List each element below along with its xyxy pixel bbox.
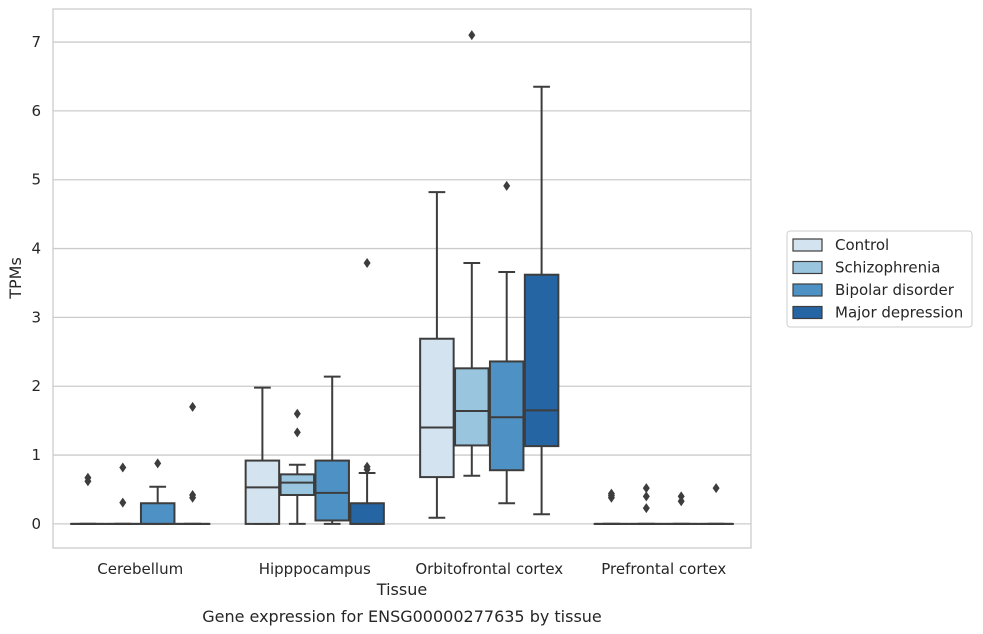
y-tick-label: 0 xyxy=(31,515,41,533)
outlier-point xyxy=(84,472,92,483)
box-iqr xyxy=(139,502,176,525)
outlier-point xyxy=(677,491,685,502)
y-tick-label: 3 xyxy=(31,308,41,326)
outlier-point xyxy=(363,461,371,472)
legend-item: Bipolar disorder xyxy=(792,281,955,299)
outlier-point xyxy=(293,408,301,419)
legend-swatch xyxy=(792,260,823,275)
outlier-point xyxy=(119,497,127,508)
outlier-point xyxy=(642,483,650,494)
box-group xyxy=(523,85,560,516)
outlier-point xyxy=(503,180,511,191)
box-group xyxy=(593,488,630,525)
x-tick-labels: Cerebellum Hipppocampus Orbitofrontal cort… xyxy=(97,560,726,578)
outlier-point xyxy=(154,458,162,469)
outlier-point xyxy=(119,462,127,473)
box-group xyxy=(70,472,106,525)
outlier-point xyxy=(189,489,197,500)
y-tick-label: 7 xyxy=(31,33,41,51)
box-group xyxy=(419,191,455,519)
x-axis-label: Tissue xyxy=(376,580,427,599)
box-iqr xyxy=(244,459,281,525)
legend-frame xyxy=(786,230,973,328)
box-iqr xyxy=(314,459,350,522)
legend-item: Major depression xyxy=(792,304,963,322)
box-group xyxy=(279,408,316,525)
box-iqr xyxy=(488,360,525,472)
outlier-point xyxy=(363,258,371,269)
boxes-layer xyxy=(70,30,734,525)
box-iqr xyxy=(349,502,385,525)
legend-swatch xyxy=(792,305,823,320)
outlier-point xyxy=(189,401,197,412)
y-tick-label: 5 xyxy=(31,171,41,189)
box-iqr xyxy=(523,273,560,448)
box-group xyxy=(488,180,525,505)
legend-label: Major depression xyxy=(835,304,963,322)
y-tick-label: 4 xyxy=(31,240,41,258)
legend-item: Schizophrenia xyxy=(792,259,940,277)
outlier-point xyxy=(642,491,650,502)
y-tick-labels: 0 1 2 3 4 5 6 7 xyxy=(31,33,41,533)
x-tick-label: Hipppocampus xyxy=(259,560,371,578)
y-tick-label: 2 xyxy=(31,377,41,395)
legend: Control Schizophrenia Bipolar disorder Majo… xyxy=(786,230,973,328)
box-group xyxy=(314,375,350,525)
x-tick-label: Cerebellum xyxy=(97,560,183,578)
plot-frame xyxy=(52,8,752,549)
legend-label: Bipolar disorder xyxy=(835,281,955,299)
box-group xyxy=(105,462,141,525)
chart-caption: Gene expression for ENSG00000277635 by t… xyxy=(202,607,602,626)
box-group xyxy=(244,386,281,525)
grid-layer xyxy=(53,41,751,525)
legend-item: Control xyxy=(792,236,889,254)
box-group xyxy=(663,491,699,525)
box-iqr xyxy=(419,337,455,479)
outlier-point xyxy=(607,488,615,499)
legend-swatch xyxy=(792,238,823,252)
y-tick-label: 1 xyxy=(31,446,41,464)
box-group xyxy=(174,401,211,525)
legend-label: Control xyxy=(835,236,889,254)
outlier-point xyxy=(642,503,650,514)
outlier-point xyxy=(712,483,720,494)
box-group xyxy=(349,258,385,525)
box-group xyxy=(454,30,490,477)
box-group xyxy=(139,458,176,525)
box-iqr xyxy=(454,367,490,447)
y-tick-label: 6 xyxy=(31,102,41,120)
box-group xyxy=(698,483,734,525)
legend-swatch xyxy=(792,283,823,297)
outlier-point xyxy=(468,30,476,41)
box-iqr xyxy=(279,473,316,496)
legend-label: Schizophrenia xyxy=(835,259,940,277)
x-tick-label: Prefrontal cortex xyxy=(601,560,726,578)
y-axis-label: TPMs xyxy=(6,257,25,300)
outlier-point xyxy=(293,427,301,438)
box-group xyxy=(628,483,665,525)
x-tick-label: Orbitofrontal cortex xyxy=(415,560,563,578)
